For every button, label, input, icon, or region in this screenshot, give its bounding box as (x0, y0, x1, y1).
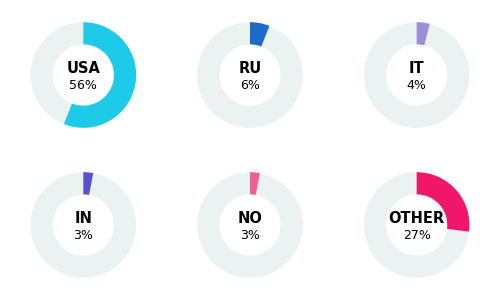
Text: IN: IN (74, 211, 92, 226)
Text: IT: IT (409, 61, 424, 76)
Wedge shape (416, 172, 470, 232)
Wedge shape (30, 22, 136, 128)
Text: USA: USA (66, 61, 100, 76)
Wedge shape (364, 172, 470, 278)
Wedge shape (197, 22, 303, 128)
Text: 27%: 27% (402, 229, 430, 242)
Text: 56%: 56% (70, 79, 98, 92)
Wedge shape (197, 172, 303, 278)
Text: 3%: 3% (240, 229, 260, 242)
Wedge shape (64, 22, 136, 128)
Text: RU: RU (238, 61, 262, 76)
Wedge shape (250, 172, 260, 195)
Wedge shape (416, 22, 430, 45)
Wedge shape (364, 22, 470, 128)
Text: 4%: 4% (406, 79, 426, 92)
Wedge shape (30, 172, 136, 278)
Text: OTHER: OTHER (388, 211, 444, 226)
Text: NO: NO (238, 211, 262, 226)
Text: 6%: 6% (240, 79, 260, 92)
Wedge shape (84, 172, 93, 195)
Text: 3%: 3% (74, 229, 94, 242)
Wedge shape (250, 22, 270, 46)
